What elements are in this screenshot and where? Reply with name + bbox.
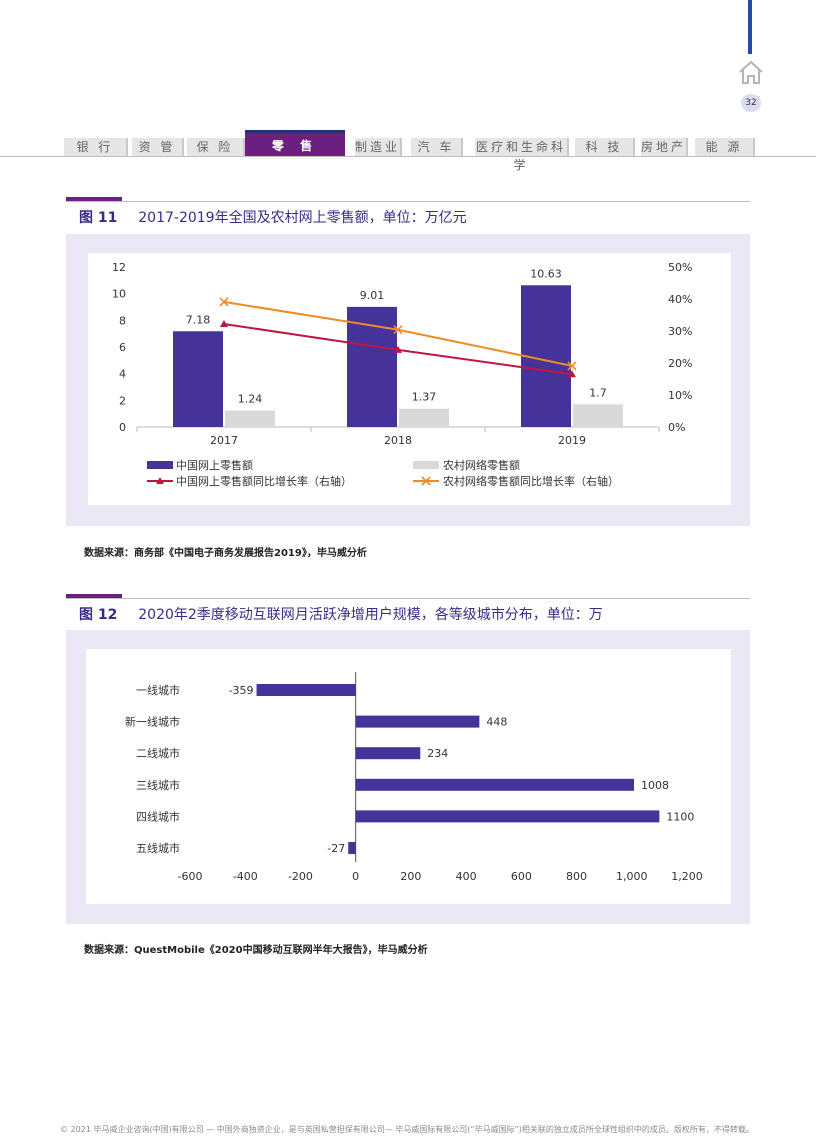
chart-area — [86, 649, 731, 904]
y-tick-label: 12 — [112, 261, 126, 274]
bar-rural-retail — [225, 410, 275, 427]
figure-source: 数据来源：商务部《中国电子商务发展报告2019》，毕马威分析 — [84, 548, 367, 559]
figure-marker — [66, 197, 122, 202]
figure-caption: 2017-2019年全国及农村网上零售额，单位：万亿元 — [138, 210, 467, 226]
figure-caption: 2020年2季度移动互联网月活跃净增用户规模，各等级城市分布，单位：万 — [138, 607, 603, 623]
tab-3[interactable]: 零 售 — [245, 130, 345, 156]
legend-label: 农村网络零售额同比增长率（右轴） — [443, 474, 619, 488]
mau-city-chart: -600 -400 -200 0 200 400 600 800 1,000 1,200 一线城市 -… — [125, 672, 703, 883]
category-label: 二线城市 — [136, 746, 180, 760]
bar-rural-retail — [399, 408, 449, 427]
y2-tick-label: 10% — [668, 389, 692, 402]
y-tick-label: 0 — [119, 421, 126, 434]
bar-city-tier — [348, 842, 356, 854]
x-tick-label: 2018 — [384, 434, 412, 447]
tab-6[interactable]: 医疗和生命科学 — [475, 138, 567, 172]
bar-label: 1008 — [641, 779, 669, 792]
tab-8[interactable]: 房地产 — [641, 138, 687, 156]
x-tick-label: 0 — [352, 870, 359, 883]
x-tick-label: 800 — [566, 870, 587, 883]
category-label: 新一线城市 — [125, 715, 180, 729]
bar-city-tier — [355, 747, 421, 760]
x-tick-label: 1,000 — [616, 870, 648, 883]
x-tick-label: -400 — [233, 870, 258, 883]
figure-divider — [66, 201, 750, 202]
bar-label: 1100 — [666, 810, 694, 823]
figure-title: 图 12 2020年2季度移动互联网月活跃净增用户规模，各等级城市分布，单位：万 — [79, 604, 603, 624]
y-tick-label: 8 — [119, 314, 126, 327]
category-label: 三线城市 — [136, 778, 180, 792]
figure-marker — [66, 594, 122, 599]
legend-label: 农村网络零售额 — [443, 458, 520, 472]
bar-label: 1.37 — [412, 391, 437, 404]
page-number: 32 — [741, 94, 761, 112]
y2-tick-label: 40% — [668, 293, 692, 306]
footer-copyright: © 2021 毕马威企业咨询(中国)有限公司 — 中国外商独资企业，是与英国私营… — [60, 1125, 754, 1134]
category-label: 五线城市 — [136, 841, 180, 855]
tab-0[interactable]: 银 行 — [64, 138, 126, 156]
bar-label: -27 — [327, 842, 345, 855]
x-tick-label: 600 — [511, 870, 532, 883]
legend-marker — [156, 477, 164, 484]
legend-label: 中国网上零售额同比增长率（右轴） — [176, 474, 352, 488]
tab-7[interactable]: 科 技 — [575, 138, 633, 156]
bar-label: 10.63 — [530, 267, 562, 280]
line-marker — [567, 361, 577, 371]
x-tick-label: 2019 — [558, 434, 586, 447]
bar-city-tier — [355, 778, 634, 791]
legend-label: 中国网上零售额 — [176, 458, 253, 472]
line-marker — [220, 319, 228, 327]
tab-2[interactable]: 保 险 — [187, 138, 243, 156]
x-tick-label: 200 — [400, 870, 421, 883]
line-marker — [568, 370, 576, 378]
bar-label: 7.18 — [186, 313, 211, 326]
tab-4[interactable]: 制造业 — [355, 138, 401, 156]
top-accent-bar — [748, 0, 752, 54]
figure-title: 图 11 2017-2019年全国及农村网上零售额，单位：万亿元 — [79, 207, 467, 227]
legend-marker — [421, 476, 431, 486]
figure-number: 图 12 — [79, 607, 118, 623]
bar-rural-retail — [573, 404, 623, 427]
tab-1[interactable]: 资 管 — [132, 138, 182, 156]
y-tick-label: 2 — [119, 394, 126, 407]
tab-9[interactable]: 能 源 — [695, 138, 753, 156]
bar-label: -359 — [229, 684, 254, 697]
bar-online-retail — [347, 306, 397, 427]
tab-5[interactable]: 汽 车 — [411, 138, 461, 156]
legend-swatch — [413, 461, 439, 469]
figure-number: 图 11 — [79, 210, 118, 226]
bar-city-tier — [256, 684, 356, 696]
x-tick-label: 1,200 — [671, 870, 703, 883]
x-tick-label: 400 — [456, 870, 477, 883]
bar-label: 1.7 — [589, 386, 607, 399]
figure-divider — [66, 598, 750, 599]
bar-label: 1.24 — [238, 392, 263, 405]
home-icon[interactable] — [737, 59, 765, 87]
y-tick-label: 4 — [119, 368, 126, 381]
bar-city-tier — [355, 715, 480, 728]
y2-tick-label: 20% — [668, 357, 692, 370]
category-label: 一线城市 — [136, 683, 180, 697]
line-marker — [394, 345, 402, 353]
bar-city-tier — [355, 810, 660, 823]
line-marker — [393, 325, 403, 335]
x-tick-label: -600 — [178, 870, 203, 883]
bar-label: 9.01 — [360, 289, 385, 302]
line-marker — [219, 297, 229, 307]
bar-label: 448 — [486, 716, 507, 729]
x-tick-label: 2017 — [210, 434, 238, 447]
retail-chart: 0 2 4 6 8 10 12 0% 10% 20% 30% 40% 50% 2017 2018 2019 7.… — [112, 261, 692, 488]
bar-online-retail — [173, 331, 223, 427]
bar-label: 234 — [427, 747, 448, 760]
nav-divider — [0, 156, 816, 157]
y-tick-label: 6 — [119, 341, 126, 354]
y2-tick-label: 50% — [668, 261, 692, 274]
x-tick-label: -200 — [288, 870, 313, 883]
figure-source: 数据来源：QuestMobile《2020中国移动互联网半年大报告》，毕马威分析 — [84, 945, 428, 956]
legend-swatch — [147, 461, 173, 469]
y2-tick-label: 0% — [668, 421, 685, 434]
y2-tick-label: 30% — [668, 325, 692, 338]
category-label: 四线城市 — [136, 809, 180, 823]
y-tick-label: 10 — [112, 288, 126, 301]
